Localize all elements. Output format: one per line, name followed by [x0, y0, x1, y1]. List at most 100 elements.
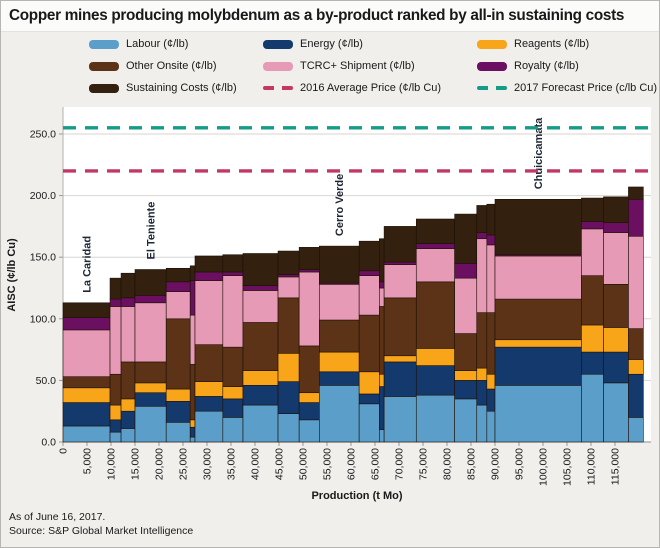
- legend-swatch-8: [477, 86, 507, 90]
- bar-segment-tcrc_shipment: [165, 291, 191, 320]
- bar-segment-energy: [242, 385, 279, 406]
- bar-segment-sustaining: [109, 277, 122, 300]
- bar-segment-reagents: [628, 359, 644, 375]
- bar-segment-other_onsite: [194, 344, 224, 382]
- legend-item-8: 2017 Forecast Price (c/lb Cu): [477, 82, 657, 94]
- bar-segment-royalty: [358, 270, 380, 276]
- source-note: Source: S&P Global Market Intelligence: [9, 525, 194, 537]
- x-tick-label: 15,000: [130, 448, 142, 480]
- bar-segment-labour: [298, 419, 320, 443]
- bar-segment-royalty: [222, 271, 244, 276]
- bar-segment-reagents: [242, 370, 279, 386]
- bar-segment-other_onsite: [486, 312, 496, 375]
- bar-segment-royalty: [109, 298, 122, 307]
- bar-segment-tcrc_shipment: [494, 255, 582, 300]
- bar-segment-sustaining: [494, 198, 582, 256]
- bar-segment-sustaining: [358, 240, 380, 272]
- bar-segment-sustaining: [189, 265, 196, 281]
- bar-segment-other_onsite: [120, 361, 136, 400]
- legend-item-2: Reagents (¢/lb): [477, 38, 657, 50]
- bar-segment-sustaining: [165, 267, 191, 283]
- bar-segment-energy: [62, 402, 111, 427]
- bar-segment-royalty: [486, 234, 496, 246]
- bar-segment-royalty: [194, 271, 224, 281]
- bar-segment-other_onsite: [165, 318, 191, 390]
- bar-segment-sustaining: [298, 247, 320, 270]
- bar-segment-tcrc_shipment: [415, 248, 455, 283]
- legend-label: 2017 Forecast Price (c/lb Cu): [514, 82, 658, 94]
- x-tick-label: 60,000: [346, 448, 358, 480]
- legend-item-7: 2016 Average Price (¢/lb Cu): [263, 82, 473, 94]
- as-of-date: As of June 16, 2017.: [9, 511, 106, 523]
- bar-segment-tcrc_shipment: [242, 290, 279, 323]
- bar-segment-labour: [165, 421, 191, 443]
- legend-item-1: Energy (¢/lb): [263, 38, 473, 50]
- bar-segment-labour: [486, 410, 496, 443]
- bar-segment-labour: [581, 373, 604, 443]
- bar-segment-tcrc_shipment: [628, 235, 644, 329]
- legend-swatch-1: [263, 39, 293, 49]
- y-axis-title: AISC (¢/lb Cu): [6, 238, 18, 312]
- bar-segment-other_onsite: [189, 364, 196, 421]
- bar-segment-energy: [319, 371, 360, 386]
- x-tick-label: 10,000: [106, 448, 118, 480]
- x-tick-label: 75,000: [418, 448, 430, 480]
- bar-segment-sustaining: [134, 269, 167, 296]
- bar-segment-sustaining: [277, 250, 300, 275]
- bar-segment-reagents: [134, 382, 167, 394]
- legend-label: Other Onsite (¢/lb): [126, 60, 217, 72]
- legend-item-6: Sustaining Costs (¢/lb): [89, 82, 259, 94]
- bar-segment-royalty: [383, 261, 417, 265]
- bar-segment-other_onsite: [358, 314, 380, 373]
- bar-segment-royalty: [277, 274, 300, 278]
- bar-segment-other_onsite: [298, 345, 320, 394]
- bar-segment-royalty: [298, 269, 320, 273]
- legend-item-3: Other Onsite (¢/lb): [89, 60, 259, 72]
- bar-segment-other_onsite: [277, 297, 300, 354]
- legend-item-0: Labour (¢/lb): [89, 38, 259, 50]
- bar-segment-reagents: [62, 387, 111, 403]
- bar-segment-energy: [581, 351, 604, 375]
- bar-segment-other_onsite: [581, 275, 604, 326]
- x-tick-label: 55,000: [322, 448, 334, 480]
- bar-segment-labour: [603, 382, 629, 443]
- bar-segment-labour: [109, 431, 122, 443]
- legend-swatch-7: [263, 86, 293, 90]
- bar-segment-reagents: [189, 419, 196, 428]
- bar-segment-sustaining: [194, 255, 224, 273]
- x-tick-label: 90,000: [490, 448, 502, 480]
- legend-swatch-5: [477, 61, 507, 71]
- bar-segment-energy: [628, 373, 644, 418]
- bar-segment-labour: [628, 417, 644, 443]
- bar-segment-royalty: [581, 221, 604, 230]
- legend-swatch-3: [89, 61, 119, 71]
- x-tick-label: 25,000: [178, 448, 190, 480]
- bar-segment-sustaining: [379, 238, 385, 283]
- bar-segment-tcrc_shipment: [189, 314, 196, 365]
- bar-segment-tcrc_shipment: [379, 287, 385, 307]
- bar-segment-other_onsite: [476, 312, 488, 369]
- bar-segment-tcrc_shipment: [319, 284, 360, 321]
- mine-label: El Teniente: [146, 202, 158, 260]
- x-tick-label: 50,000: [298, 448, 310, 480]
- bar-segment-energy: [277, 381, 300, 414]
- x-tick-label: 65,000: [370, 448, 382, 480]
- bar-segment-tcrc_shipment: [134, 302, 167, 363]
- bar-segment-other_onsite: [319, 319, 360, 353]
- bar-segment-energy: [415, 365, 455, 396]
- bar-segment-energy: [383, 361, 417, 397]
- bar-segment-reagents: [298, 392, 320, 403]
- bar-segment-reagents: [358, 371, 380, 395]
- bar-segment-energy: [494, 346, 582, 386]
- bar-segment-royalty: [134, 295, 167, 304]
- bar-segment-other_onsite: [222, 346, 244, 387]
- bar-segment-energy: [222, 398, 244, 418]
- legend-label: Labour (¢/lb): [126, 38, 189, 50]
- bar-segment-reagents: [454, 370, 478, 381]
- bar-segment-sustaining: [319, 245, 360, 284]
- bar-segment-tcrc_shipment: [194, 280, 224, 345]
- x-tick-label: 110,000: [586, 448, 598, 485]
- bar-segment-energy: [358, 393, 380, 405]
- bar-segment-royalty: [62, 317, 111, 331]
